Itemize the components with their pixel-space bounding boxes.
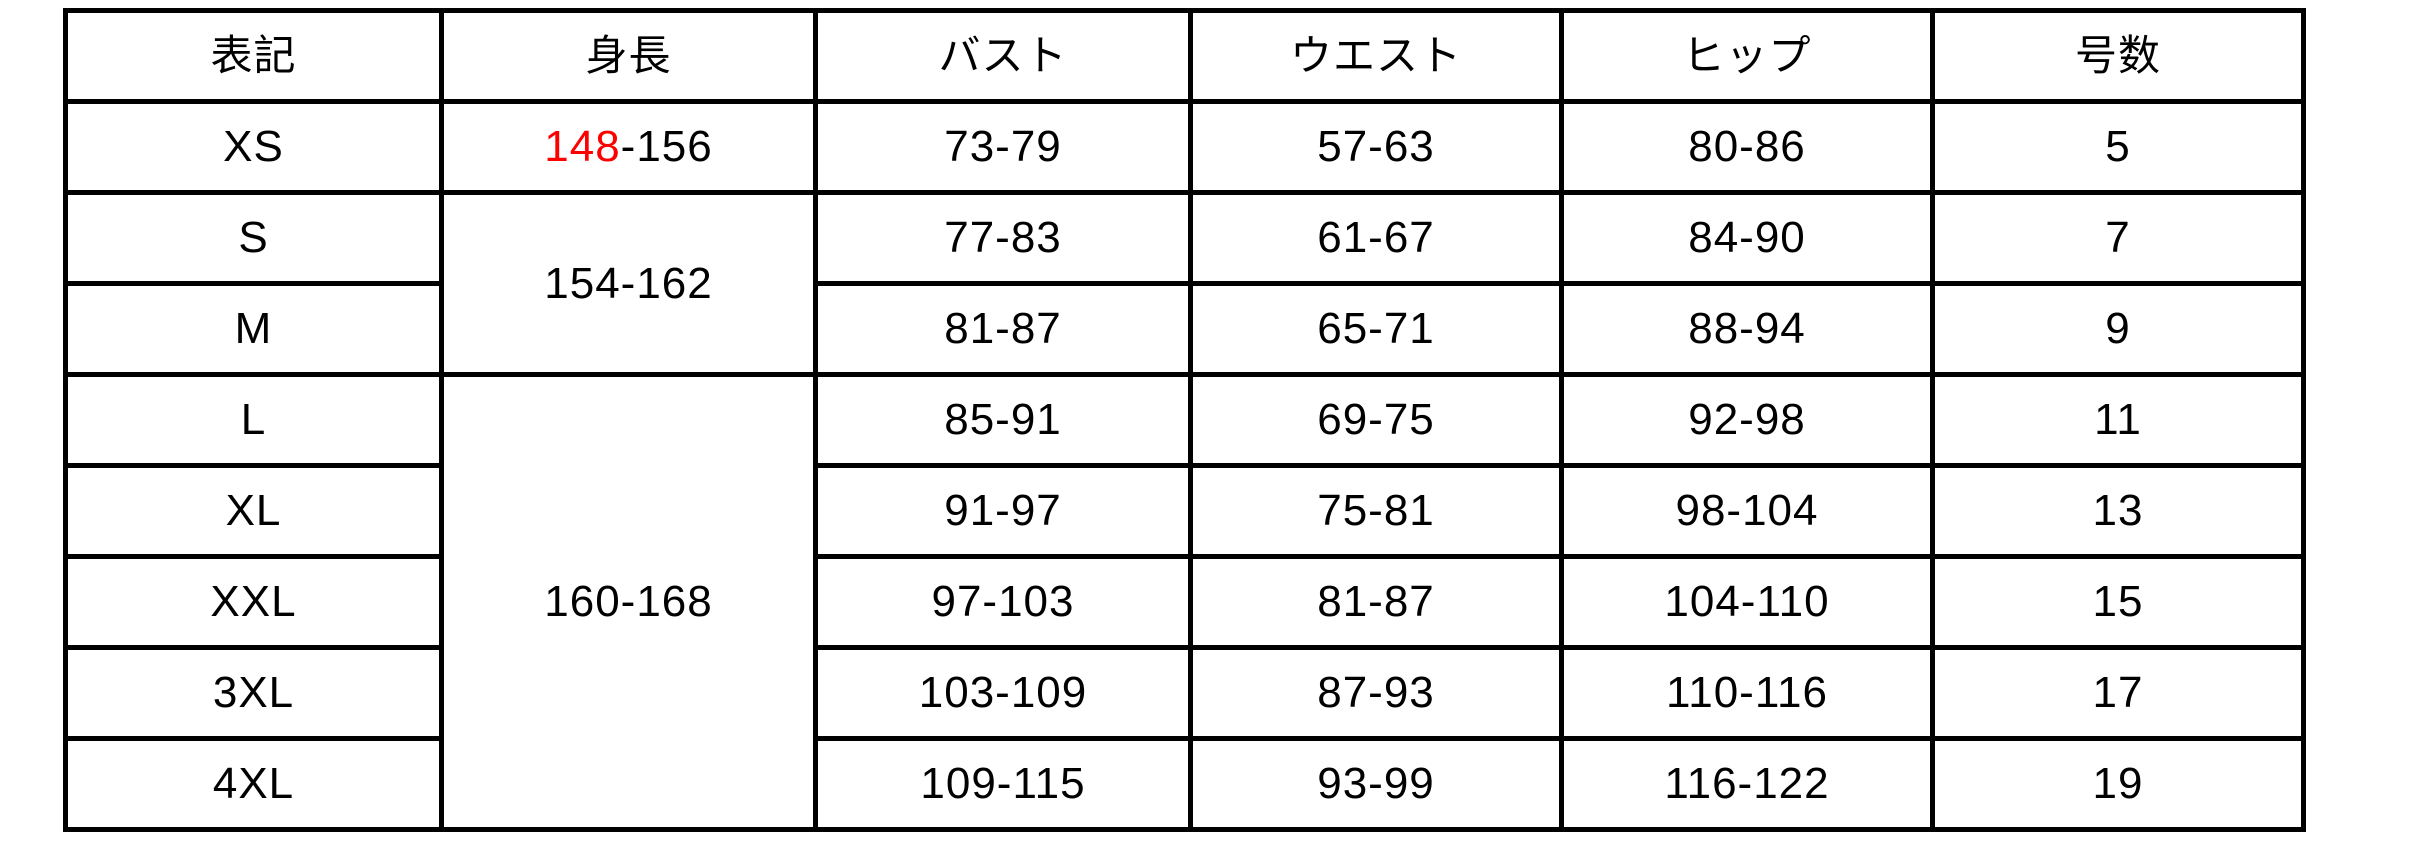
column-header-waist: ウエスト xyxy=(1188,8,1564,104)
table-row: XS 148-156 73-79 57-63 80-86 5 xyxy=(63,99,2306,195)
size-chart-header: 表記 身長 バスト ウエスト ヒップ 号数 xyxy=(63,8,2306,104)
table-row: XXL 97-103 81-87 104-110 15 xyxy=(63,554,2306,650)
cell-size-label: M xyxy=(63,281,444,377)
column-header-height: 身長 xyxy=(439,8,818,104)
table-cell: 69-75 xyxy=(1188,372,1564,468)
table-cell: 110-116 xyxy=(1559,645,1935,741)
table-cell: 84-90 xyxy=(1559,190,1935,286)
table-cell: 75-81 xyxy=(1188,463,1564,559)
column-header-label: 表記 xyxy=(63,8,444,104)
table-row: XL 91-97 75-81 98-104 13 xyxy=(63,463,2306,559)
cell-size-label: XL xyxy=(63,463,444,559)
table-cell: 93-99 xyxy=(1188,736,1564,832)
column-header-bust: バスト xyxy=(813,8,1193,104)
header-row: 表記 身長 バスト ウエスト ヒップ 号数 xyxy=(63,8,2306,104)
cell-text-part: -156 xyxy=(620,122,713,171)
table-cell: 87-93 xyxy=(1188,645,1564,741)
table-cell: 88-94 xyxy=(1559,281,1935,377)
table-row: S 154-162 77-83 61-67 84-90 7 xyxy=(63,190,2306,377)
cell-text-part: 148 xyxy=(544,122,621,171)
table-cell: 15 xyxy=(1930,554,2306,650)
table-cell: 98-104 xyxy=(1559,463,1935,559)
table-cell: 109-115 xyxy=(813,736,1193,832)
cell-size-label: L xyxy=(63,372,444,468)
table-cell: 91-97 xyxy=(813,463,1193,559)
table-cell: 116-122 xyxy=(1559,736,1935,832)
table-cell: 61-67 xyxy=(1188,190,1564,286)
table-row: 3XL 103-109 87-93 110-116 17 xyxy=(63,645,2306,741)
table-cell: 73-79 xyxy=(813,99,1193,195)
column-header-size_no: 号数 xyxy=(1930,8,2306,104)
table-cell: 57-63 xyxy=(1188,99,1564,195)
table-cell: 5 xyxy=(1930,99,2306,195)
table-cell: 148-156 xyxy=(439,99,818,195)
cell-size-label: 3XL xyxy=(63,645,444,741)
table-cell: 9 xyxy=(1930,281,2306,377)
table-cell: 104-110 xyxy=(1559,554,1935,650)
size-chart-table: 表記 身長 バスト ウエスト ヒップ 号数 XS 148-156 73-79 57-63 80-8… xyxy=(63,8,2306,832)
table-cell: 19 xyxy=(1930,736,2306,832)
table-cell: 160-168 xyxy=(439,372,818,832)
cell-size-label: XXL xyxy=(63,554,444,650)
table-row: M 81-87 65-71 88-94 9 xyxy=(63,281,2306,377)
table-cell: 13 xyxy=(1930,463,2306,559)
table-cell: 103-109 xyxy=(813,645,1193,741)
table-cell: 77-83 xyxy=(813,190,1193,286)
table-cell: 11 xyxy=(1930,372,2306,468)
table-cell: 97-103 xyxy=(813,554,1193,650)
table-cell: 7 xyxy=(1930,190,2306,286)
table-cell: 17 xyxy=(1930,645,2306,741)
table-row: L 160-168 85-91 69-75 92-98 11 xyxy=(63,372,2306,832)
table-cell: 81-87 xyxy=(813,281,1193,377)
table-cell: 81-87 xyxy=(1188,554,1564,650)
cell-size-label: S xyxy=(63,190,444,286)
table-cell: 80-86 xyxy=(1559,99,1935,195)
cell-size-label: XS xyxy=(63,99,444,195)
table-row: 4XL 109-115 93-99 116-122 19 xyxy=(63,736,2306,832)
table-cell: 92-98 xyxy=(1559,372,1935,468)
column-header-hip: ヒップ xyxy=(1559,8,1935,104)
table-cell: 154-162 xyxy=(439,190,818,377)
table-cell: 85-91 xyxy=(813,372,1193,468)
size-chart-body: XS 148-156 73-79 57-63 80-86 5 S 154-162 77-83 61… xyxy=(63,99,2306,832)
cell-size-label: 4XL xyxy=(63,736,444,832)
table-cell: 65-71 xyxy=(1188,281,1564,377)
